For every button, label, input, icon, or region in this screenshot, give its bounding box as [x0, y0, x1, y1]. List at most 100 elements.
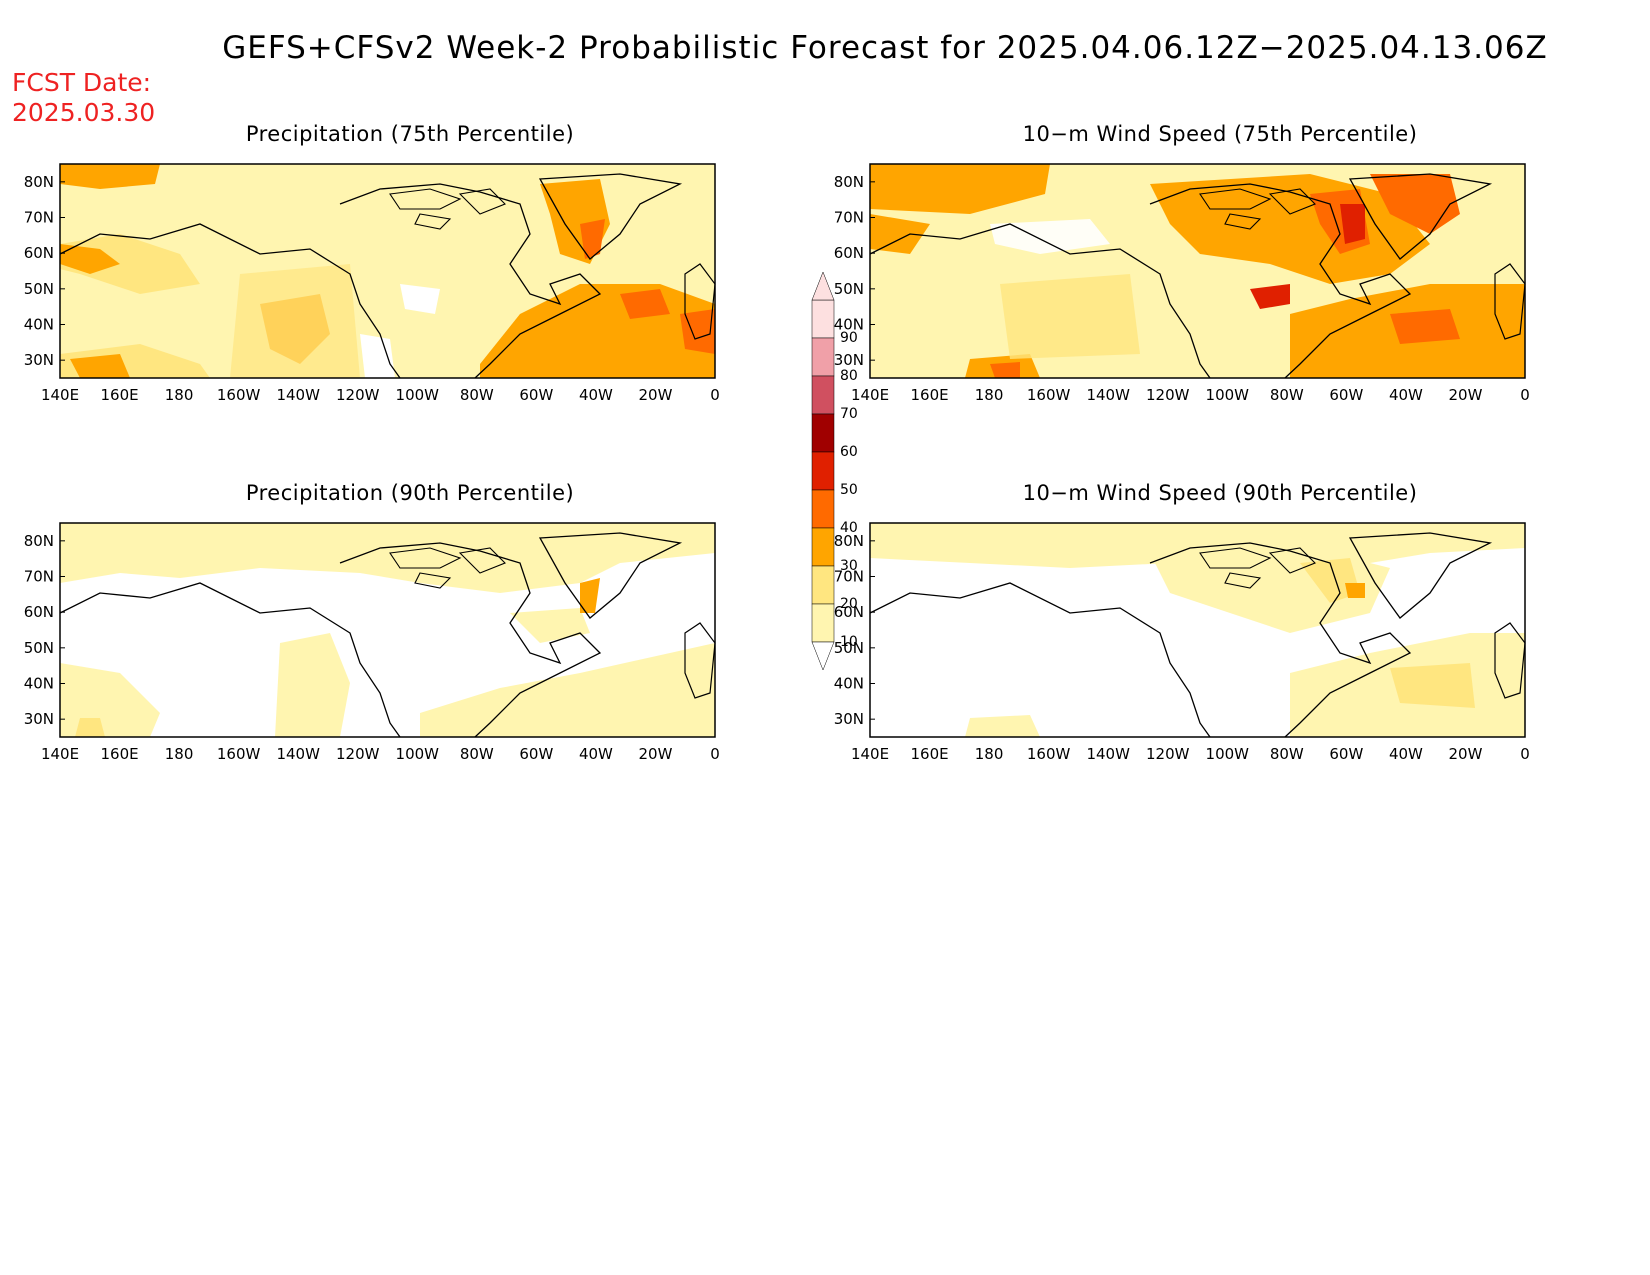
colorbar-swatch: [811, 337, 835, 377]
greenland-outline: [538, 173, 683, 260]
lon-tick-label: 100W: [396, 386, 440, 404]
panel-precip-90: Precipitation (90th Percentile) 80N 70N 60…: [0, 481, 760, 781]
lat-tick-label: 70N: [834, 568, 864, 586]
field-patch: [510, 608, 590, 643]
lat-tick-label: 50N: [24, 280, 54, 298]
lat-tick-label: 80N: [834, 173, 864, 191]
lon-tick-label: 40W: [579, 386, 613, 404]
lat-tick-label: 80N: [834, 532, 864, 550]
colorbar-top-arrow: [811, 271, 835, 301]
colorbar-label: 60: [840, 444, 858, 460]
lon-tick-label: 140W: [1086, 745, 1130, 763]
lat-tick-label: 70N: [24, 209, 54, 227]
colorbar: 10 20 30 40 50 60 70 80 90: [800, 270, 880, 690]
colorbar-swatch: [811, 489, 835, 529]
colorbar-swatch: [811, 527, 835, 567]
coastline: [869, 223, 1211, 379]
lon-tick-label: 160E: [100, 386, 138, 404]
fcst-date-caption: FCST Date:: [12, 68, 152, 97]
lon-tick-label: 140W: [276, 745, 320, 763]
lon-tick-label: 120W: [336, 386, 380, 404]
lon-tick-label: 20W: [638, 745, 672, 763]
lat-tick-label: 30N: [24, 710, 54, 728]
lon-tick-label: 0: [1520, 386, 1530, 404]
greenland-outline: [538, 532, 683, 619]
field-patch: [580, 219, 605, 259]
lon-tick-label: 160W: [1027, 386, 1071, 404]
greenland-outline: [1348, 173, 1493, 260]
colorbar-swatch: [811, 565, 835, 605]
lat-tick-label: 50N: [24, 639, 54, 657]
colorbar-swatch: [811, 299, 835, 339]
field-patch: [870, 164, 1050, 214]
colorbar-swatch: [811, 603, 835, 643]
lon-tick-label: 60W: [1329, 745, 1363, 763]
field-patch: [990, 219, 1110, 254]
lon-tick-label: 160W: [217, 386, 261, 404]
lon-tick-label: 140E: [851, 745, 889, 763]
field-patch: [1340, 204, 1365, 244]
lon-tick-label: 60W: [519, 745, 553, 763]
lon-tick-label: 120W: [1146, 386, 1190, 404]
lat-tick-label: 70N: [24, 568, 54, 586]
lon-tick-label: 0: [1520, 745, 1530, 763]
field-patch: [1390, 309, 1460, 344]
lat-tick-label: 30N: [24, 351, 54, 369]
lat-tick-label: 40N: [834, 675, 864, 693]
lon-tick-label: 140E: [851, 386, 889, 404]
coastline: [869, 582, 1211, 738]
lat-tick-label: 60N: [834, 244, 864, 262]
lon-tick-label: 180: [165, 386, 194, 404]
lat-tick-label: 60N: [834, 603, 864, 621]
map-plot: 80N 70N 60N 50N 40N 30N 140E 160E 180 160W 140W 12…: [24, 163, 720, 404]
lon-tick-label: 100W: [396, 745, 440, 763]
field-patch: [870, 214, 930, 254]
colorbar-swatch: [811, 451, 835, 491]
field-patch: [1250, 284, 1290, 309]
lat-tick-label: 50N: [834, 280, 864, 298]
panel-title: 10−m Wind Speed (75th Percentile): [1022, 122, 1418, 146]
arctic-islands: [1199, 547, 1316, 589]
lat-tick-label: 70N: [834, 209, 864, 227]
field-patch: [360, 334, 395, 378]
lon-tick-label: 40W: [579, 745, 613, 763]
coastline: [59, 582, 401, 738]
lon-tick-label: 0: [710, 386, 720, 404]
lon-tick-label: 100W: [1206, 745, 1250, 763]
field-patch: [1390, 663, 1475, 708]
lat-tick-label: 30N: [834, 710, 864, 728]
lon-tick-label: 100W: [1206, 386, 1250, 404]
lon-tick-label: 20W: [1448, 386, 1482, 404]
field-patch: [620, 289, 670, 319]
greenland-outline: [1348, 532, 1493, 619]
map-frame: [869, 163, 1526, 379]
field-patch: [230, 264, 360, 378]
colorbar-svg: 10 20 30 40 50 60 70 80 90: [811, 271, 858, 671]
lon-tick-label: 80W: [1270, 386, 1304, 404]
lon-tick-label: 160W: [217, 745, 261, 763]
lat-tick-label: 30N: [834, 351, 864, 369]
field-patch: [400, 284, 440, 314]
colorbar-bottom-arrow: [811, 641, 835, 671]
lon-tick-label: 180: [165, 745, 194, 763]
coastline: [1149, 542, 1412, 738]
main-title: GEFS+CFSv2 Week-2 Probabilistic Forecast…: [222, 30, 1548, 66]
panel-precip-75: Precipitation (75th Percentile) 80N 7: [0, 122, 760, 422]
fcst-date-value: 2025.03.30: [12, 98, 156, 127]
coastline: [1149, 183, 1412, 379]
lon-tick-label: 120W: [1146, 745, 1190, 763]
lat-tick-label: 40N: [24, 316, 54, 334]
lat-tick-label: 40N: [24, 675, 54, 693]
colorbar-label: 30: [840, 558, 858, 574]
lon-tick-label: 140W: [1086, 386, 1130, 404]
europe-outline: [684, 622, 716, 699]
lon-tick-label: 80W: [1270, 745, 1304, 763]
field-patch: [75, 718, 105, 737]
field-patch: [60, 164, 160, 189]
lon-tick-label: 20W: [638, 386, 672, 404]
colorbar-label: 20: [840, 596, 858, 612]
lon-tick-label: 140W: [276, 386, 320, 404]
lat-tick-label: 40N: [834, 316, 864, 334]
colorbar-swatch: [811, 413, 835, 453]
map-frame: [869, 522, 1526, 738]
